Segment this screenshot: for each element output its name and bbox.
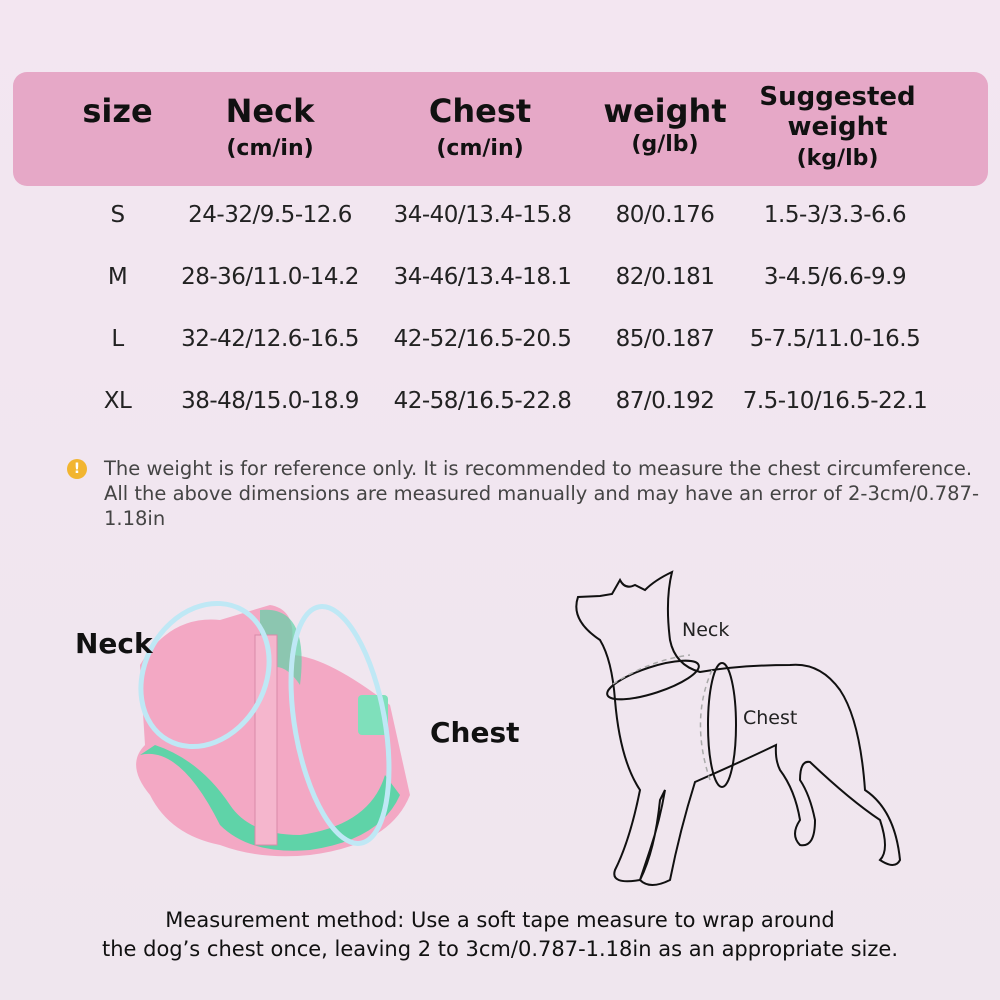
cell-size: S bbox=[110, 202, 125, 228]
dog-chest-label: Chest bbox=[743, 707, 798, 729]
cell-weight: 82/0.181 bbox=[615, 264, 715, 290]
footer-line-2: the dog’s chest once, leaving 2 to 3cm/0… bbox=[101, 937, 899, 961]
cell-size: XL bbox=[103, 388, 132, 414]
cell-suggested: 1.5-3/3.3-6.6 bbox=[763, 202, 907, 228]
footer-line-1: Measurement method: Use a soft tape meas… bbox=[165, 908, 835, 932]
header-suggested-weight: Suggested weight (kg/lb) bbox=[759, 82, 916, 171]
cell-size: M bbox=[107, 264, 128, 290]
cell-suggested: 3-4.5/6.6-9.9 bbox=[763, 264, 907, 290]
cell-neck: 32-42/12.6-16.5 bbox=[181, 326, 359, 352]
cell-chest: 42-58/16.5-22.8 bbox=[393, 388, 572, 414]
cell-chest: 42-52/16.5-20.5 bbox=[393, 326, 572, 352]
cell-weight: 80/0.176 bbox=[615, 202, 715, 228]
header-size: size bbox=[82, 92, 153, 130]
cell-weight: 87/0.192 bbox=[615, 388, 715, 414]
header-weight: weight (g/lb) bbox=[603, 92, 727, 157]
cell-chest: 34-40/13.4-15.8 bbox=[393, 202, 572, 228]
measurement-method: Measurement method: Use a soft tape meas… bbox=[0, 906, 1000, 964]
note-text: The weight is for reference only. It is … bbox=[104, 457, 979, 530]
table-header bbox=[13, 72, 988, 186]
harness-neck-label: Neck bbox=[75, 627, 153, 660]
cell-weight: 85/0.187 bbox=[615, 326, 715, 352]
header-neck: Neck (cm/in) bbox=[225, 92, 315, 161]
header-chest: Chest (cm/in) bbox=[428, 92, 532, 161]
cell-neck: 38-48/15.0-18.9 bbox=[181, 388, 359, 414]
warning-icon: ! bbox=[67, 459, 87, 479]
cell-neck: 24-32/9.5-12.6 bbox=[188, 202, 352, 228]
cell-neck: 28-36/11.0-14.2 bbox=[181, 264, 359, 290]
cell-suggested: 5-7.5/11.0-16.5 bbox=[749, 326, 921, 352]
cell-suggested: 7.5-10/16.5-22.1 bbox=[742, 388, 928, 414]
cell-chest: 34-46/13.4-18.1 bbox=[393, 264, 572, 290]
dog-neck-label: Neck bbox=[682, 619, 730, 641]
cell-size: L bbox=[111, 326, 124, 352]
harness-image bbox=[136, 600, 410, 857]
harness-chest-label: Chest bbox=[430, 716, 520, 749]
